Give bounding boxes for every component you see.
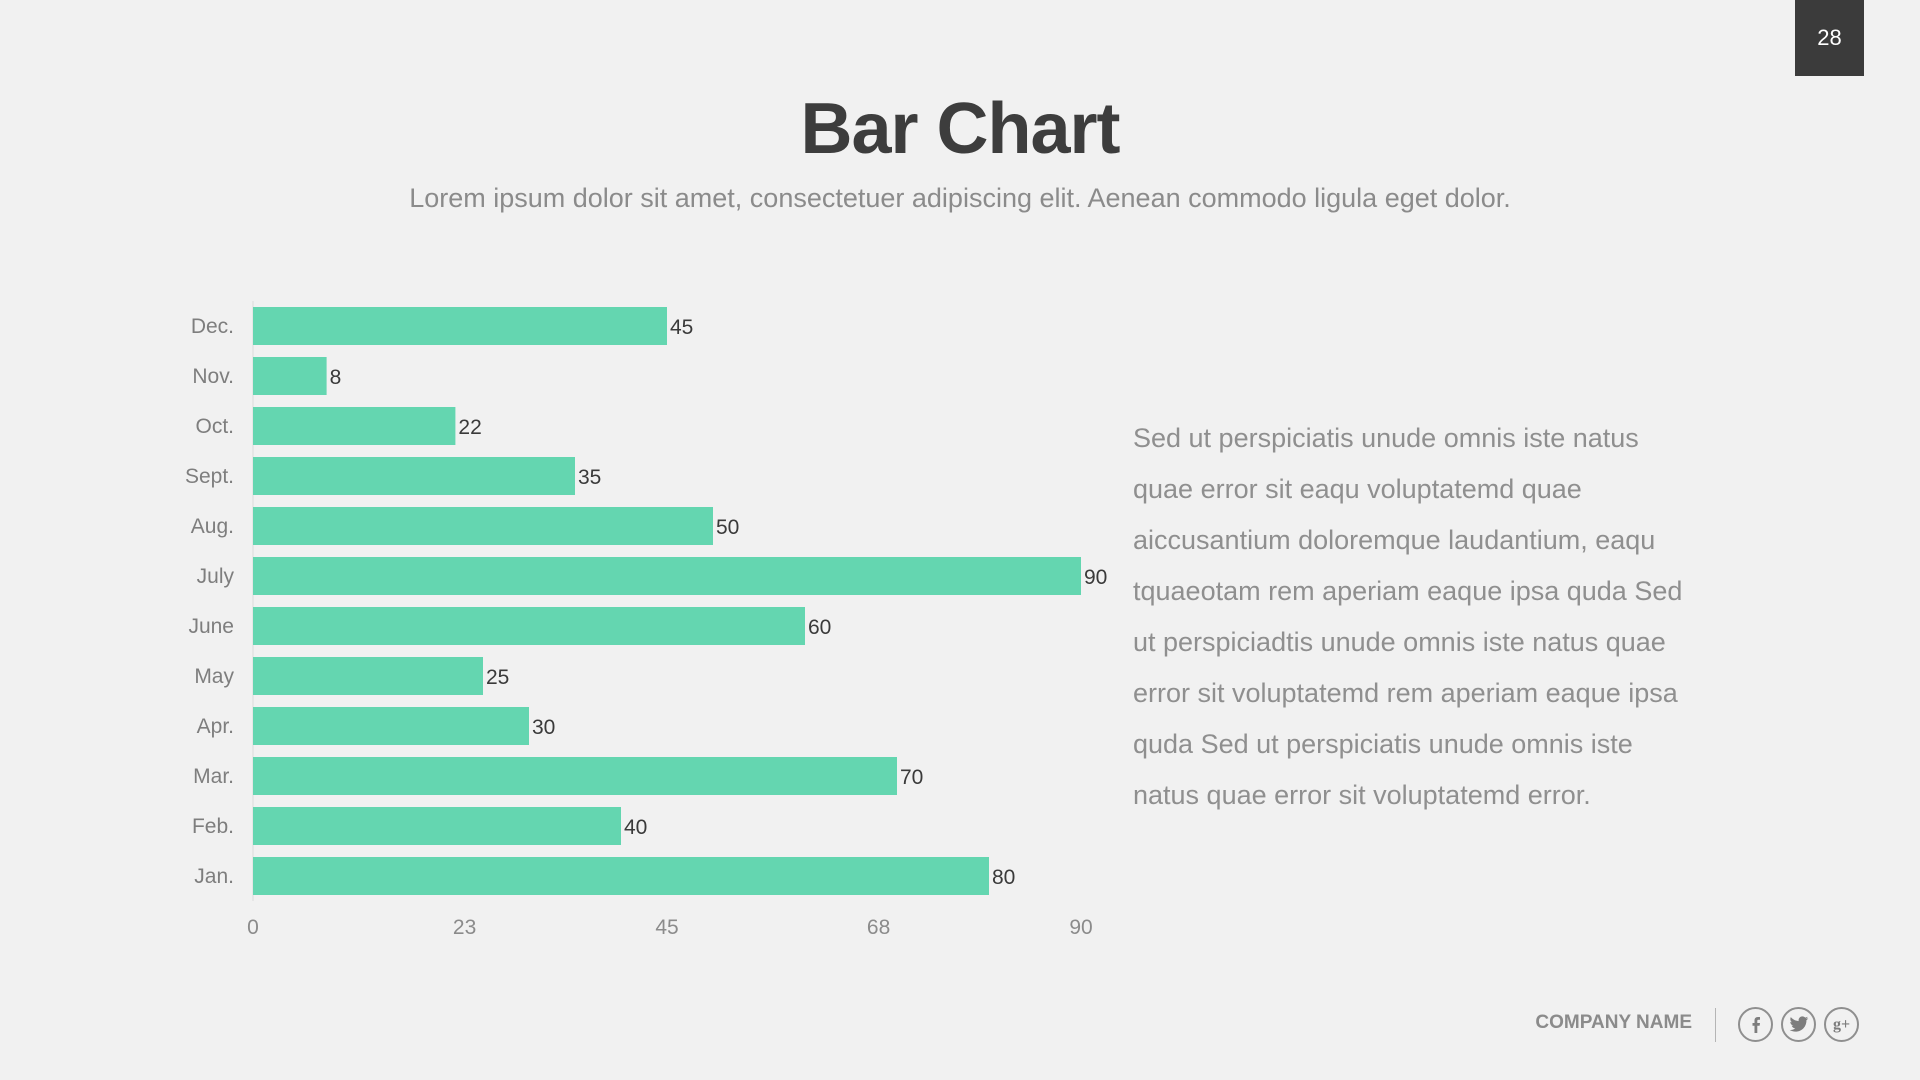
- data-label: 70: [900, 766, 923, 789]
- bar: [253, 307, 667, 345]
- data-label: 50: [716, 516, 739, 539]
- category-label: Feb.: [192, 815, 234, 838]
- category-label: Dec.: [191, 315, 234, 338]
- category-label: Nov.: [192, 365, 234, 388]
- body-paragraph: Sed ut perspiciatis unude omnis iste nat…: [1133, 423, 1683, 810]
- bar: [253, 807, 621, 845]
- bar: [253, 557, 1081, 595]
- data-label: 30: [532, 716, 555, 739]
- bar: [253, 357, 327, 395]
- bar: [253, 507, 713, 545]
- category-label: Oct.: [195, 415, 234, 438]
- category-label: May: [194, 665, 234, 688]
- category-label: June: [188, 615, 234, 638]
- data-label: 8: [330, 366, 342, 389]
- company-name: COMPANY NAME: [1535, 1012, 1692, 1033]
- x-tick-label: 68: [867, 916, 890, 939]
- bar: [253, 457, 575, 495]
- google-plus-icon[interactable]: g+: [1824, 1007, 1859, 1042]
- facebook-icon[interactable]: [1738, 1007, 1773, 1042]
- bar: [253, 757, 897, 795]
- data-label: 80: [992, 866, 1015, 889]
- data-label: 40: [624, 816, 647, 839]
- category-label: Apr.: [197, 715, 234, 738]
- category-label: July: [197, 565, 235, 588]
- google-plus-glyph: g+: [1832, 1015, 1851, 1033]
- data-label: 45: [670, 316, 693, 339]
- twitter-icon[interactable]: [1781, 1007, 1816, 1042]
- page-number: 28: [1795, 0, 1864, 76]
- x-tick-label: 0: [247, 916, 259, 939]
- bar: [253, 857, 989, 895]
- data-label: 60: [808, 616, 831, 639]
- category-label: Sept.: [185, 465, 234, 488]
- data-label: 90: [1084, 566, 1107, 589]
- data-label: 25: [486, 666, 509, 689]
- bar: [253, 707, 529, 745]
- category-label: Aug.: [191, 515, 234, 538]
- bar: [253, 407, 456, 445]
- x-tick-label: 45: [655, 916, 678, 939]
- x-tick-label: 90: [1069, 916, 1092, 939]
- footer-divider: [1715, 1008, 1716, 1042]
- category-label: Mar.: [193, 765, 234, 788]
- category-label: Jan.: [194, 865, 234, 888]
- bar: [253, 607, 805, 645]
- slide-subtitle: Lorem ipsum dolor sit amet, consectetuer…: [409, 183, 1511, 213]
- x-tick-label: 23: [453, 916, 476, 939]
- bar: [253, 657, 483, 695]
- data-label: 22: [458, 416, 481, 439]
- slide-title: Bar Chart: [800, 89, 1120, 169]
- data-label: 35: [578, 466, 601, 489]
